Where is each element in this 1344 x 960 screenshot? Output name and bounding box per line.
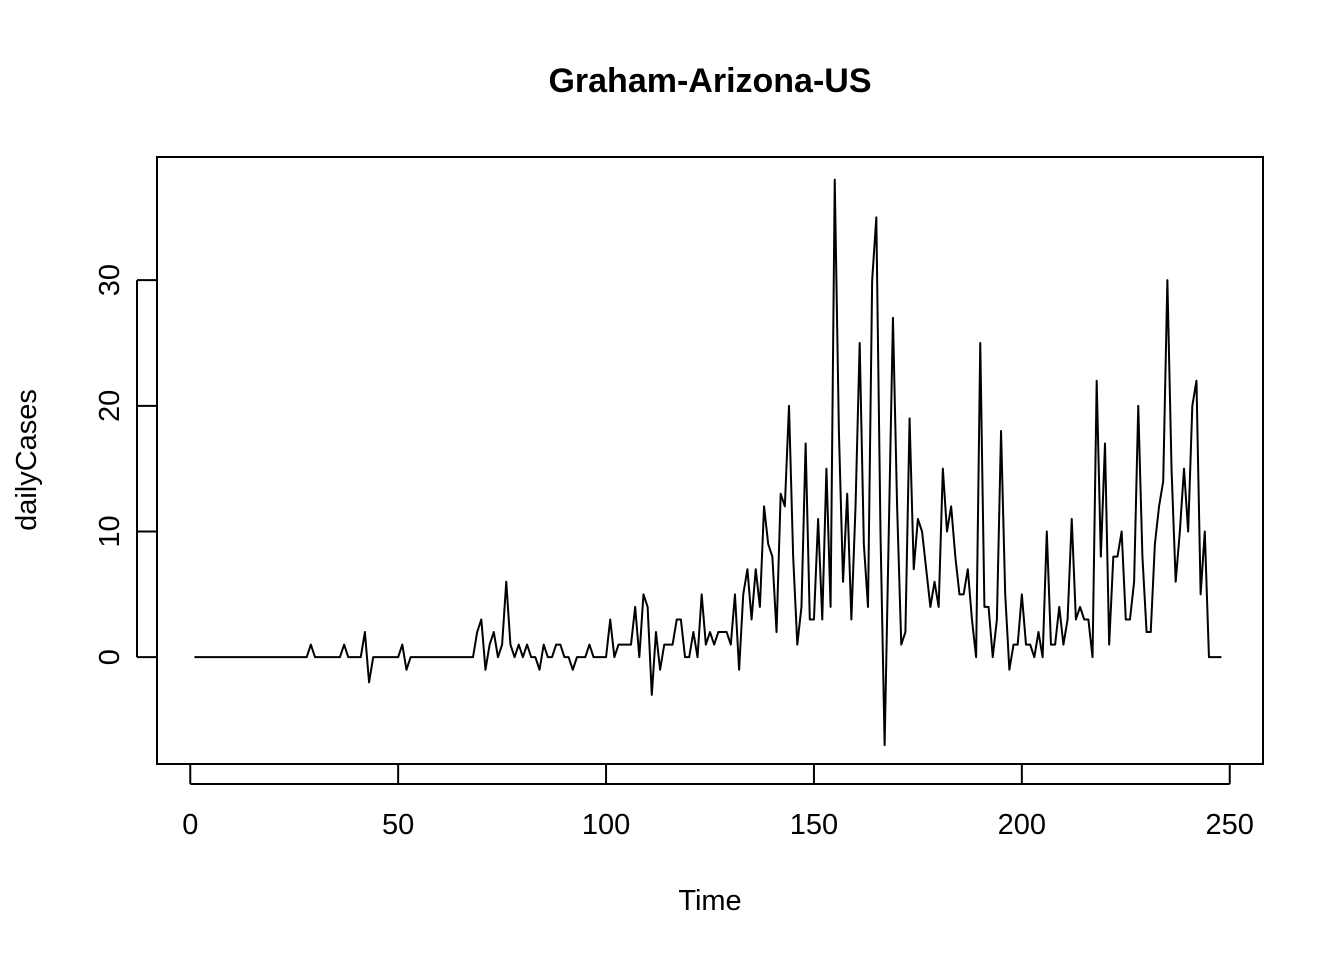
- x-tick-label-50: 50: [382, 809, 414, 841]
- x-tick-label-0: 0: [182, 809, 198, 841]
- x-axis-label: Time: [678, 885, 741, 917]
- y-tick-label-30: 30: [94, 264, 126, 296]
- x-tick-label-250: 250: [1206, 809, 1254, 841]
- y-tick-label-10: 10: [94, 515, 126, 547]
- x-tick-label-100: 100: [582, 809, 630, 841]
- y-tick-label-20: 20: [94, 390, 126, 422]
- y-tick-label-0: 0: [94, 649, 126, 665]
- x-tick-label-150: 150: [790, 809, 838, 841]
- series-line-daily-cases: [194, 178, 1222, 747]
- x-tick-label-200: 200: [998, 809, 1046, 841]
- x-axis: 0 50 100 150 200 250: [182, 765, 1254, 841]
- y-axis: 0 10 20 30: [94, 264, 157, 665]
- y-axis-label: dailyCases: [11, 389, 43, 531]
- plot-frame: [156, 156, 1264, 765]
- chart-title: Graham-Arizona-US: [548, 62, 871, 100]
